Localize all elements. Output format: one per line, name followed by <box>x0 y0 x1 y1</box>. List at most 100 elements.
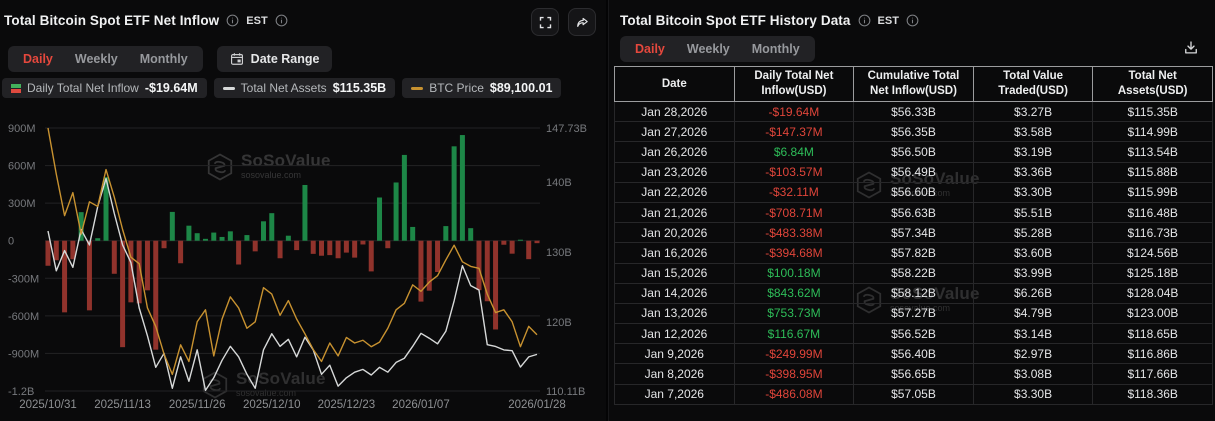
svg-text:-300M: -300M <box>8 273 39 285</box>
inflow-chart[interactable]: SoSoValue sosovalue.com SoSoValue sosova… <box>0 112 606 417</box>
tab-monthly[interactable]: Monthly <box>751 42 800 56</box>
column-header: Total Net Assets(USD) <box>1092 66 1213 102</box>
cell-daily-inflow: -$398.95M <box>733 363 855 385</box>
period-tabs: Daily Weekly Monthly <box>620 36 815 62</box>
cell-daily-inflow: -$147.37M <box>733 121 855 143</box>
share-icon <box>576 17 588 27</box>
info-icon[interactable] <box>275 14 288 27</box>
column-header: Cumulative Total Net Inflow(USD) <box>853 66 974 102</box>
cell-daily-inflow: -$394.68M <box>733 242 855 264</box>
table-row: Jan 21,2026 -$708.71M $56.63B $5.51B $116.48… <box>614 201 1213 224</box>
svg-text:-600M: -600M <box>8 311 39 323</box>
cell-date: Jan 12,2026 <box>614 323 735 345</box>
svg-text:147.73B: 147.73B <box>546 123 587 135</box>
cell-daily-inflow: $843.62M <box>733 282 855 304</box>
date-range-button[interactable]: Date Range <box>216 46 333 72</box>
cell-daily-inflow: -$19.64M <box>733 100 855 123</box>
cell-value-traded: $2.97B <box>972 343 1094 365</box>
cell-value-traded: $6.26B <box>972 282 1094 304</box>
cell-net-assets: $117.66B <box>1092 363 1213 385</box>
cell-daily-inflow: $753.73M <box>733 302 855 325</box>
cell-value-traded: $3.60B <box>972 242 1094 264</box>
cell-cumulative-inflow: $57.27B <box>853 302 974 325</box>
timezone-label: EST <box>246 14 268 27</box>
cell-cumulative-inflow: $56.49B <box>853 161 974 183</box>
cell-date: Jan 20,2026 <box>614 222 735 244</box>
svg-text:130B: 130B <box>546 247 572 259</box>
cell-cumulative-inflow: $56.40B <box>853 343 974 365</box>
cell-value-traded: $3.99B <box>972 262 1094 284</box>
cell-daily-inflow: -$249.99M <box>733 343 855 365</box>
legend-value: $89,100.01 <box>489 81 553 95</box>
download-button[interactable] <box>1180 38 1202 60</box>
table-row: Jan 12,2026 $116.67M $56.52B $3.14B $118.65B <box>614 323 1213 345</box>
cell-value-traded: $3.14B <box>972 323 1094 345</box>
calendar-icon <box>230 53 243 65</box>
cell-cumulative-inflow: $56.63B <box>853 201 974 224</box>
date-range-label: Date Range <box>250 52 320 66</box>
cell-cumulative-inflow: $57.05B <box>853 383 974 405</box>
cell-net-assets: $115.99B <box>1092 181 1213 203</box>
fullscreen-button[interactable] <box>531 8 559 36</box>
cell-cumulative-inflow: $56.60B <box>853 181 974 203</box>
info-icon[interactable] <box>906 14 919 27</box>
cell-date: Jan 21,2026 <box>614 201 735 224</box>
table-row: Jan 13,2026 $753.73M $57.27B $4.79B $123.00B <box>614 302 1213 325</box>
tab-weekly[interactable]: Weekly <box>74 52 118 66</box>
fullscreen-icon <box>539 16 551 28</box>
cell-date: Jan 28,2026 <box>614 100 735 123</box>
tab-daily[interactable]: Daily <box>635 42 665 56</box>
cell-daily-inflow: $100.18M <box>733 262 855 284</box>
table-row: Jan 7,2026 -$486.08M $57.05B $3.30B $118.36B <box>614 383 1213 405</box>
cell-net-assets: $116.86B <box>1092 343 1213 365</box>
cell-value-traded: $3.08B <box>972 363 1094 385</box>
info-icon[interactable] <box>226 14 239 27</box>
cell-net-assets: $113.54B <box>1092 141 1213 163</box>
cell-date: Jan 23,2026 <box>614 161 735 183</box>
cell-date: Jan 26,2026 <box>614 141 735 163</box>
svg-text:110.11B: 110.11B <box>546 386 585 398</box>
table-row: Jan 26,2026 $6.84M $56.50B $3.19B $113.54B <box>614 141 1213 163</box>
svg-text:2025/11/13: 2025/11/13 <box>94 399 151 411</box>
svg-text:0: 0 <box>8 236 14 248</box>
svg-text:2025/10/31: 2025/10/31 <box>19 399 77 411</box>
cell-value-traded: $3.36B <box>972 161 1094 183</box>
tab-weekly[interactable]: Weekly <box>686 42 730 56</box>
legend-label: Daily Total Net Inflow <box>27 81 139 95</box>
column-header: Date <box>614 66 735 102</box>
legend-item-btc-price[interactable]: BTC Price $89,100.01 <box>402 78 562 98</box>
cell-date: Jan 8,2026 <box>614 363 735 385</box>
combo-chart-canvas[interactable]: 900M 600M 300M 0 -300M -600M -900M -1.2B 147.73B… <box>0 112 606 417</box>
cell-value-traded: $5.28B <box>972 222 1094 244</box>
table-row: Jan 14,2026 $843.62M $58.12B $6.26B $128.04B <box>614 282 1213 304</box>
period-tabs: Daily Weekly Monthly <box>8 46 203 72</box>
cell-value-traded: $3.58B <box>972 121 1094 143</box>
cell-cumulative-inflow: $56.50B <box>853 141 974 163</box>
history-table: Date Daily Total Net Inflow(USD) Cumulativ… <box>614 66 1213 405</box>
cell-net-assets: $115.35B <box>1092 100 1213 123</box>
assets-dash-icon <box>222 86 235 90</box>
svg-text:2026/01/28: 2026/01/28 <box>508 399 566 411</box>
tab-monthly[interactable]: Monthly <box>139 52 188 66</box>
legend-value: $115.35B <box>332 81 387 95</box>
table-row: Jan 22,2026 -$32.11M $56.60B $3.30B $115.99B <box>614 181 1213 203</box>
cell-daily-inflow: -$486.08M <box>733 383 855 405</box>
cell-net-assets: $125.18B <box>1092 262 1213 284</box>
info-icon[interactable] <box>858 14 871 27</box>
cell-daily-inflow: $116.67M <box>733 323 855 345</box>
svg-text:2025/12/23: 2025/12/23 <box>318 399 376 411</box>
legend-item-daily-total-net-inflow[interactable]: Daily Total Net Inflow -$19.64M <box>2 78 207 98</box>
cell-cumulative-inflow: $58.12B <box>853 282 974 304</box>
cell-cumulative-inflow: $58.22B <box>853 262 974 284</box>
cell-daily-inflow: -$32.11M <box>733 181 855 203</box>
tab-daily[interactable]: Daily <box>23 52 53 66</box>
cell-net-assets: $118.65B <box>1092 323 1213 345</box>
table-row: Jan 15,2026 $100.18M $58.22B $3.99B $125.18B <box>614 262 1213 284</box>
cell-daily-inflow: $6.84M <box>733 141 855 163</box>
cell-daily-inflow: -$483.38M <box>733 222 855 244</box>
cell-value-traded: $4.79B <box>972 302 1094 325</box>
legend-value: -$19.64M <box>144 81 198 95</box>
legend-item-total-net-assets[interactable]: Total Net Assets $115.35B <box>213 78 396 98</box>
column-header: Total Value Traded(USD) <box>972 66 1094 102</box>
share-button[interactable] <box>568 8 596 36</box>
